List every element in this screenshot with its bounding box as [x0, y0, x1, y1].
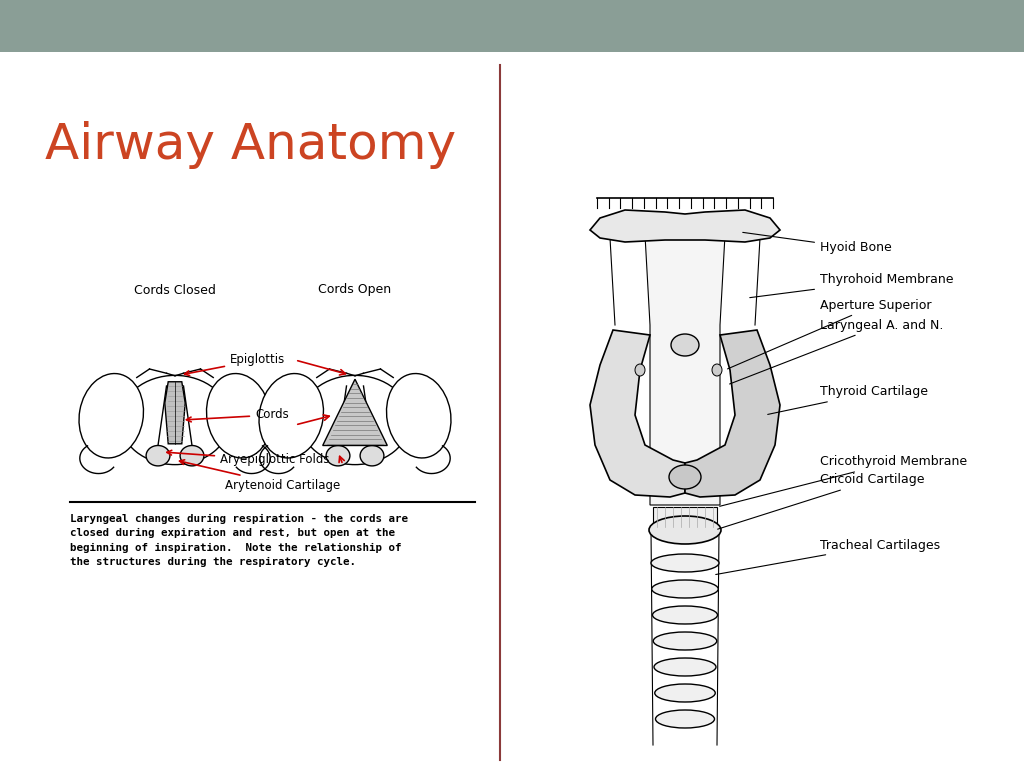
Text: Epiglottis: Epiglottis — [184, 353, 286, 376]
Text: Aperture Superior: Aperture Superior — [727, 299, 932, 369]
Polygon shape — [645, 235, 725, 505]
Polygon shape — [590, 210, 780, 242]
Polygon shape — [590, 330, 685, 497]
Text: Thyrohoid Membrane: Thyrohoid Membrane — [750, 273, 953, 298]
Text: Tracheal Cartilages: Tracheal Cartilages — [716, 538, 940, 574]
Polygon shape — [685, 330, 780, 497]
Text: Thyroid Cartilage: Thyroid Cartilage — [768, 386, 928, 415]
Ellipse shape — [326, 445, 350, 466]
Text: Arytenoid Cartilage: Arytenoid Cartilage — [179, 460, 340, 492]
Ellipse shape — [180, 445, 204, 466]
Ellipse shape — [207, 373, 271, 458]
Ellipse shape — [712, 364, 722, 376]
Ellipse shape — [386, 373, 451, 458]
Ellipse shape — [654, 684, 715, 702]
Ellipse shape — [654, 658, 716, 676]
Bar — [0, 0, 1024, 52]
Ellipse shape — [652, 606, 718, 624]
Ellipse shape — [653, 632, 717, 650]
Text: Hyoid Bone: Hyoid Bone — [742, 233, 892, 254]
Ellipse shape — [651, 580, 718, 598]
Text: Laryngeal A. and N.: Laryngeal A. and N. — [729, 319, 943, 384]
Text: Cricothyroid Membrane: Cricothyroid Membrane — [720, 455, 967, 506]
Ellipse shape — [669, 465, 701, 489]
Polygon shape — [323, 379, 387, 445]
Ellipse shape — [120, 376, 230, 465]
Ellipse shape — [635, 364, 645, 376]
Ellipse shape — [300, 376, 411, 465]
Ellipse shape — [649, 516, 721, 544]
Ellipse shape — [146, 445, 170, 466]
Text: Aryepiglottic Folds: Aryepiglottic Folds — [167, 450, 330, 466]
Ellipse shape — [259, 373, 324, 458]
Ellipse shape — [79, 373, 143, 458]
Text: Laryngeal changes during respiration - the cords are
closed during expiration an: Laryngeal changes during respiration - t… — [70, 514, 408, 568]
Bar — [653, 507, 717, 527]
Ellipse shape — [671, 334, 699, 356]
Ellipse shape — [651, 554, 719, 572]
Text: Cords: Cords — [186, 409, 289, 422]
Text: Cricoid Cartilage: Cricoid Cartilage — [718, 474, 925, 529]
Polygon shape — [165, 382, 185, 444]
Ellipse shape — [655, 710, 715, 728]
Text: Cords Closed: Cords Closed — [134, 283, 216, 296]
Text: Airway Anatomy: Airway Anatomy — [45, 121, 456, 169]
Text: Cords Open: Cords Open — [318, 283, 391, 296]
Ellipse shape — [360, 445, 384, 466]
